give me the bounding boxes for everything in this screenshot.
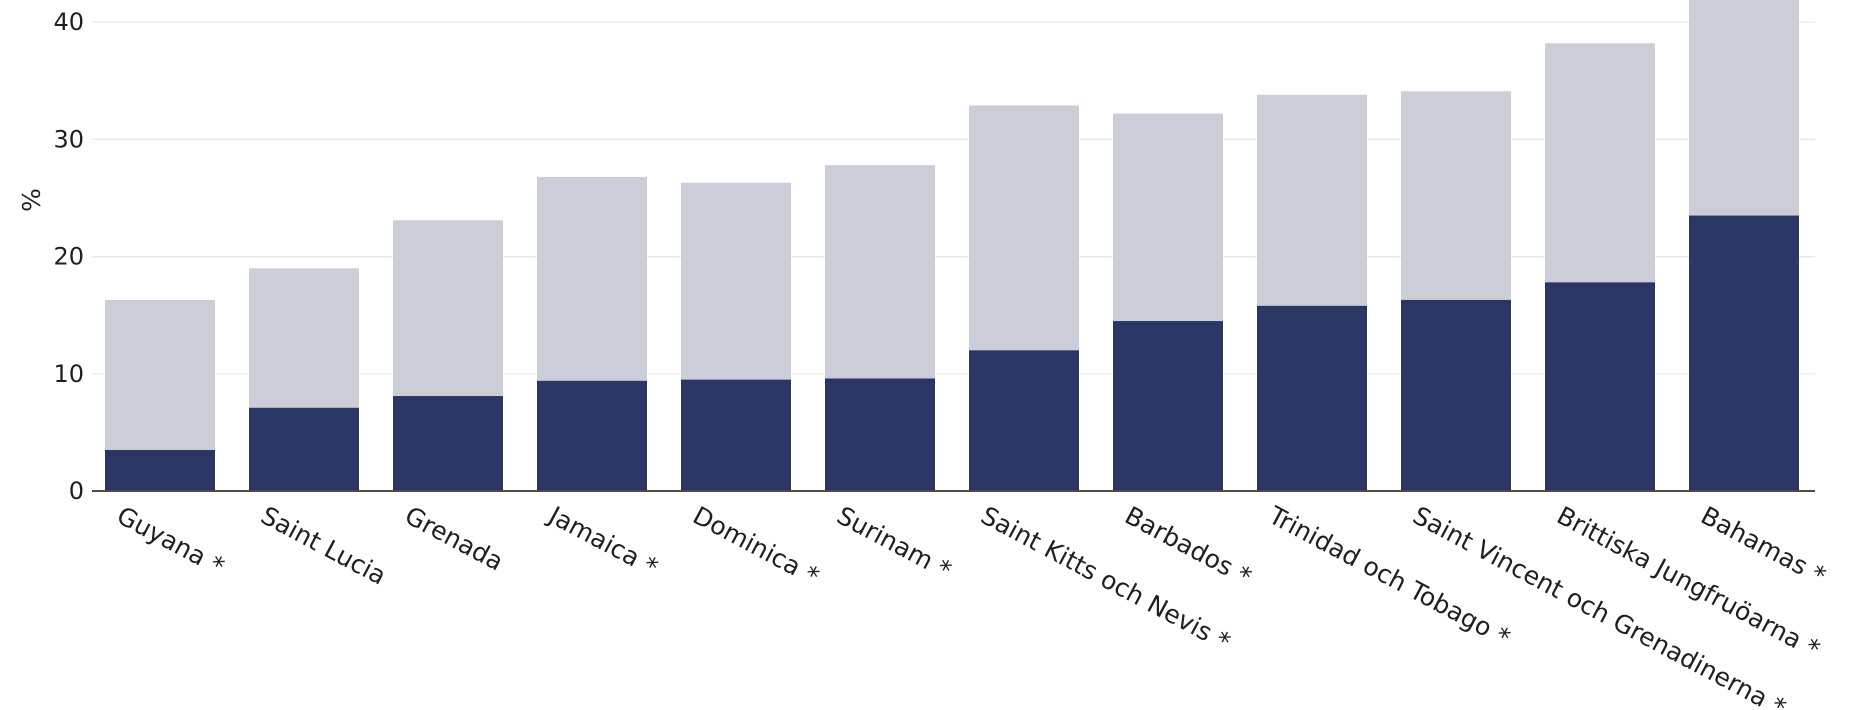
bar-series-2-8 xyxy=(1257,305,1367,491)
bar-series-2-2 xyxy=(393,396,503,491)
x-tick-label: Surinam * xyxy=(832,501,956,585)
x-axis-tick-labels: Guyana * Saint Lucia Grenada Jamaica * Domin… xyxy=(112,500,1830,710)
x-tick-label: Guyana * xyxy=(112,501,229,582)
bar-series-2-7 xyxy=(1113,321,1223,491)
x-tick-label: Grenada xyxy=(400,501,508,577)
bar-series-2-3 xyxy=(537,380,647,491)
bar-series-2-11 xyxy=(1689,215,1799,491)
bar-series-2-9 xyxy=(1401,299,1511,491)
bar-series-2-0 xyxy=(105,449,215,491)
x-tick-label: Jamaica * xyxy=(542,500,662,582)
bar-series-2-1 xyxy=(249,407,359,491)
y-axis-label: % xyxy=(16,188,45,212)
bar-series-2-6 xyxy=(969,350,1079,491)
bars xyxy=(105,0,1799,492)
y-tick-label: 0 xyxy=(69,477,84,505)
x-tick-label: Saint Lucia xyxy=(256,501,391,591)
y-tick-label: 40 xyxy=(53,8,84,36)
y-axis-ticks: 0 10 20 30 40 xyxy=(53,8,84,505)
x-tick-label: Barbados * xyxy=(1120,501,1256,592)
x-tick-label: Bahamas * xyxy=(1696,501,1830,591)
x-tick-label: Saint Kitts och Nevis * xyxy=(976,501,1235,657)
x-tick-label: Brittiska Jungfruöarna * xyxy=(1552,501,1824,664)
y-tick-label: 20 xyxy=(53,243,84,271)
bar-series-2-5 xyxy=(825,378,935,491)
x-tick-label: Dominica * xyxy=(688,501,824,591)
x-tick-label: Trinidad och Tobago * xyxy=(1263,500,1515,652)
y-tick-label: 10 xyxy=(53,360,84,388)
grid-lines xyxy=(92,21,1815,375)
y-tick-label: 30 xyxy=(53,125,84,153)
bar-series-2-10 xyxy=(1545,282,1655,491)
bar-series-2-4 xyxy=(681,379,791,491)
